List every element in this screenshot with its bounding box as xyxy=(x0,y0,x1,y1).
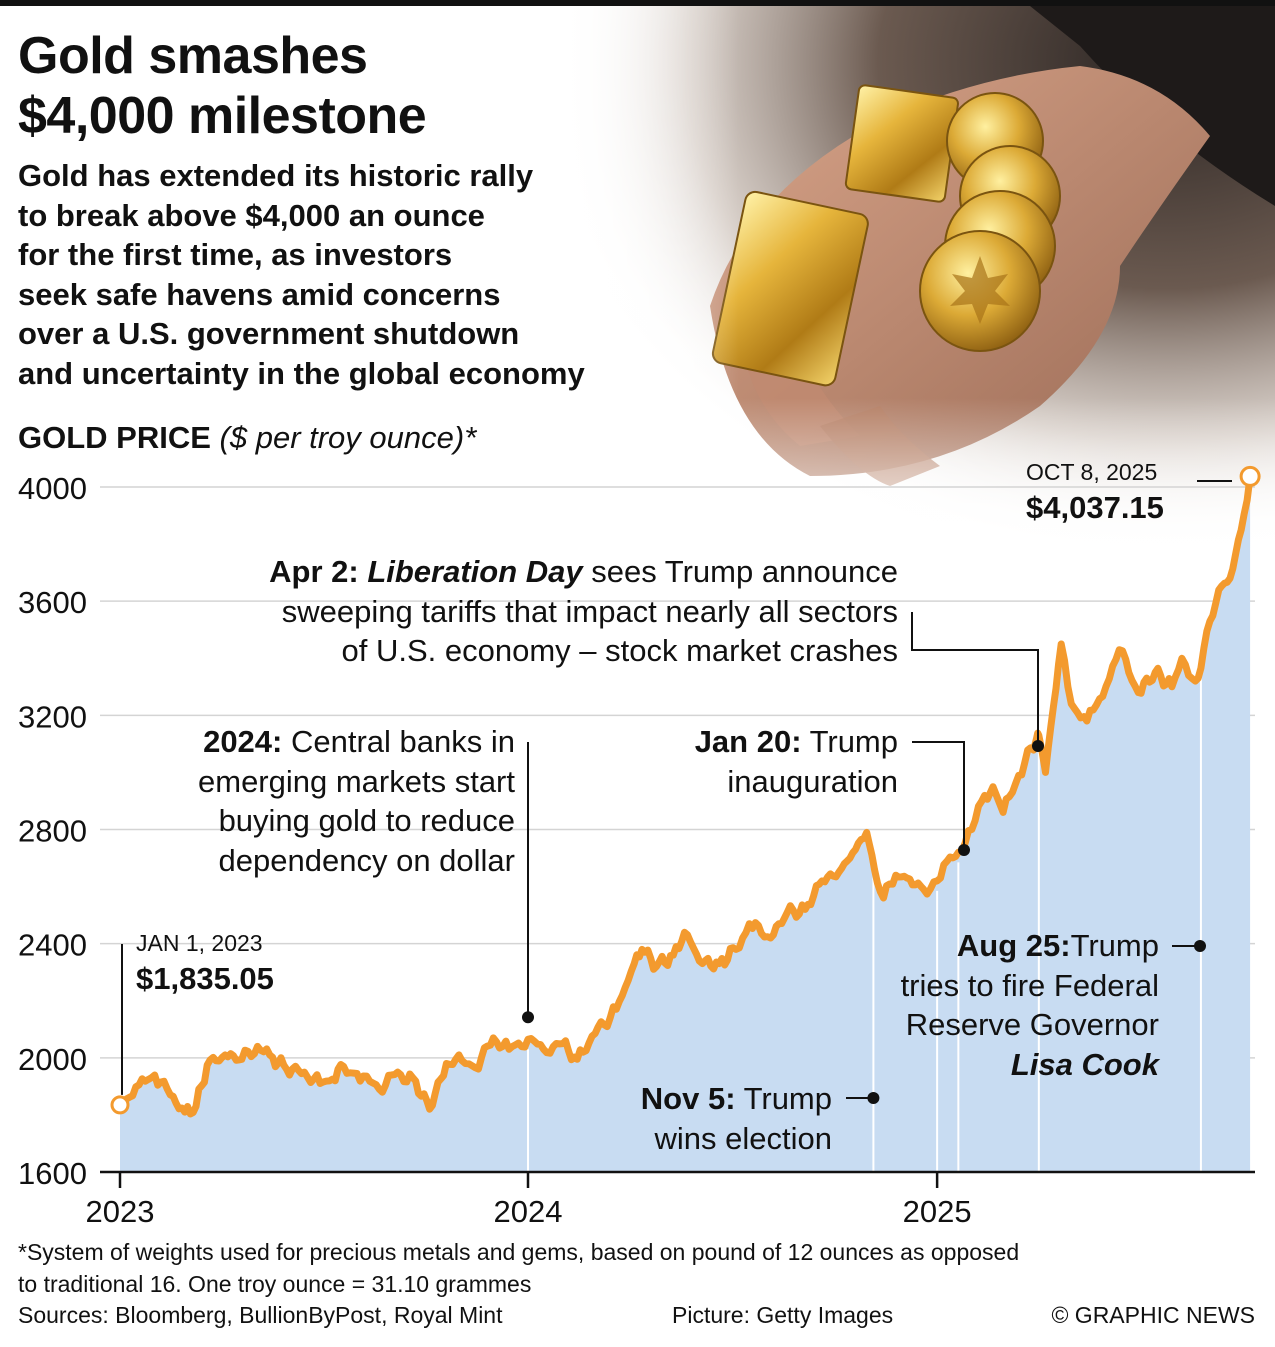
end-callout: OCT 8, 2025 $4,037.15 xyxy=(1026,459,1164,526)
annotation-liberation-day: Apr 2: Liberation Day sees Trump announc… xyxy=(269,552,898,671)
annotation-central-banks: 2024: Central banks in emerging markets … xyxy=(198,722,515,880)
leader-line-apr2 xyxy=(911,612,1039,746)
annotation-bold: Jan 20: xyxy=(694,724,802,759)
chart-title-main: GOLD PRICE xyxy=(18,420,211,455)
sources: Sources: Bloomberg, BullionByPost, Royal… xyxy=(18,1302,503,1328)
footnote-line: *System of weights used for precious met… xyxy=(18,1239,1020,1265)
top-rule xyxy=(0,0,1275,6)
y-tick-label: 4000 xyxy=(18,471,87,506)
x-tick-label: 2024 xyxy=(494,1194,563,1229)
start-marker xyxy=(110,1095,130,1115)
intro-line: and uncertainty in the global economy xyxy=(18,355,585,391)
price-line xyxy=(116,472,1254,1118)
event-dot-aug25 xyxy=(1194,940,1206,952)
intro-line: to break above $4,000 an ounce xyxy=(18,197,485,233)
annotation-line: Central banks in xyxy=(282,724,515,759)
annotation-line: Trump xyxy=(735,1081,832,1116)
intro-line: seek safe havens amid concerns xyxy=(18,276,501,312)
annotation-inauguration: Jan 20: Trump inauguration xyxy=(695,722,898,801)
annotation-line: sweeping tariffs that impact nearly all … xyxy=(281,593,898,629)
annotation-italic: Liberation Day xyxy=(367,554,583,589)
headline-line: Gold smashes xyxy=(18,27,368,85)
start-date-label: JAN 1, 2023 xyxy=(136,930,263,956)
y-tick-label: 2000 xyxy=(18,1042,87,1077)
y-tick-label: 2400 xyxy=(18,928,87,963)
start-callout: JAN 1, 2023 $1,835.05 xyxy=(136,930,274,997)
headline-line: $4,000 milestone xyxy=(18,87,427,145)
annotation-line: Trump xyxy=(1070,928,1159,963)
price-area xyxy=(120,476,1251,1172)
annotation-bold: Aug 25: xyxy=(956,928,1071,963)
x-tick-label: 2025 xyxy=(903,1194,972,1229)
annotation-line: Reserve Governor xyxy=(905,1007,1159,1042)
x-tick-label: 2023 xyxy=(86,1194,155,1229)
event-dot-2024 xyxy=(522,1011,534,1024)
y-tick-label: 1600 xyxy=(18,1156,87,1191)
y-tick-label: 2800 xyxy=(18,814,87,849)
chart-title-unit: ($ per troy ounce)* xyxy=(219,420,477,455)
intro-line: for the first time, as investors xyxy=(18,237,453,272)
gold-bars-photo xyxy=(560,6,1275,566)
chart-title: GOLD PRICE ($ per troy ounce)* xyxy=(18,420,476,456)
annotation-line: inauguration xyxy=(727,763,898,799)
annotation-line: emerging markets start xyxy=(198,763,515,799)
copyright: © GRAPHIC NEWS xyxy=(1051,1302,1255,1328)
end-price-label: $4,037.15 xyxy=(1026,490,1164,525)
annotation-line: sees Trump announce xyxy=(582,554,898,589)
event-dot-apr2 xyxy=(1032,740,1044,752)
footnote-line: to traditional 16. One troy ounce = 31.1… xyxy=(18,1271,532,1297)
intro-line: Gold has extended its historic rally xyxy=(18,158,534,193)
annotation-bold: Apr 2: xyxy=(269,554,368,589)
intro-line: over a U.S. government shutdown xyxy=(18,316,520,351)
intro-text: Gold has extended its historic rally to … xyxy=(18,156,698,393)
leader-line-jan20 xyxy=(912,741,965,850)
annotation-fed-governor: Aug 25:Trump tries to fire Federal Reser… xyxy=(901,926,1159,1084)
event-dot-jan20 xyxy=(958,844,970,856)
annotation-line: Trump xyxy=(801,724,898,759)
end-date-label: OCT 8, 2025 xyxy=(1026,459,1158,485)
annotation-bold: Nov 5: xyxy=(640,1081,736,1116)
start-price-label: $1,835.05 xyxy=(136,961,274,996)
annotation-line: wins election xyxy=(654,1120,832,1156)
annotation-bold: 2024: xyxy=(203,724,283,759)
annotation-line: dependency on dollar xyxy=(218,842,515,878)
annotation-election: Nov 5: Trump wins election xyxy=(641,1079,832,1158)
picture-credit: Picture: Getty Images xyxy=(672,1302,894,1328)
end-marker xyxy=(1239,465,1261,487)
annotation-bold-italic: Lisa Cook xyxy=(1010,1046,1159,1082)
annotation-line: tries to fire Federal xyxy=(900,967,1159,1003)
headline: Gold smashes $4,000 milestone xyxy=(18,26,578,146)
y-tick-label: 3200 xyxy=(18,699,87,734)
y-tick-label: 3600 xyxy=(18,585,87,620)
event-dot-nov5 xyxy=(867,1092,880,1104)
annotation-line: buying gold to reduce xyxy=(218,803,515,838)
annotation-line: of U.S. economy – stock market crashes xyxy=(341,633,899,668)
